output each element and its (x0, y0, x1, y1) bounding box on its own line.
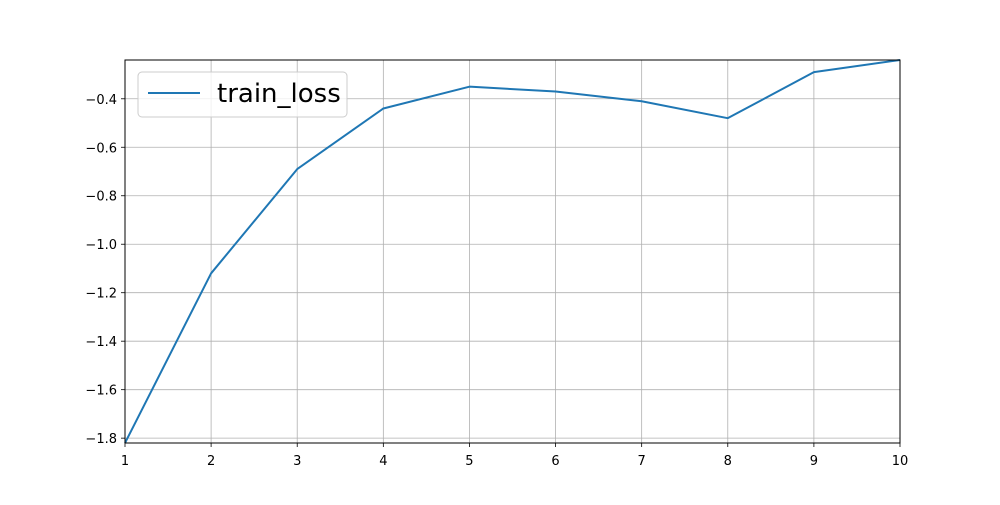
y-tick-label: −0.6 (85, 141, 117, 156)
series-layer (124, 59, 901, 444)
data-point (210, 272, 212, 274)
x-tick-label: 5 (465, 454, 473, 469)
series-line-train_loss (124, 59, 901, 444)
y-tick-label: −0.4 (85, 93, 117, 108)
legend: train_loss (137, 71, 348, 118)
y-tick-label: −0.8 (85, 190, 117, 205)
y-tick-label: −1.8 (85, 432, 117, 447)
x-tick-label: 1 (121, 454, 129, 469)
data-point (296, 168, 298, 170)
x-tick-label: 6 (551, 454, 559, 469)
data-point (813, 71, 815, 73)
data-point (468, 86, 470, 88)
legend-box (137, 71, 348, 118)
x-axis-ticks: 1 2 3 4 5 6 7 8 9 10 (121, 443, 908, 469)
y-axis-ticks: −1.8 −1.6 −1.4 −1.2 −1.0 −0.8 −0.6 −0.4 (85, 93, 125, 447)
y-tick-label: −1.4 (85, 335, 117, 350)
x-tick-label: 9 (810, 454, 818, 469)
x-tick-label: 10 (892, 454, 909, 469)
x-tick-label: 2 (207, 454, 215, 469)
y-tick-label: −1.2 (85, 287, 117, 302)
legend-label: train_loss (217, 79, 341, 109)
data-point (727, 117, 729, 119)
x-tick-label: 8 (724, 454, 732, 469)
data-point (555, 91, 557, 93)
y-tick-label: −1.6 (85, 384, 117, 399)
x-tick-label: 3 (293, 454, 301, 469)
x-tick-label: 4 (379, 454, 387, 469)
x-tick-label: 7 (638, 454, 646, 469)
axes-frame (124, 59, 901, 444)
y-tick-label: −1.0 (85, 238, 117, 253)
data-point (382, 107, 384, 109)
data-point (641, 100, 643, 102)
